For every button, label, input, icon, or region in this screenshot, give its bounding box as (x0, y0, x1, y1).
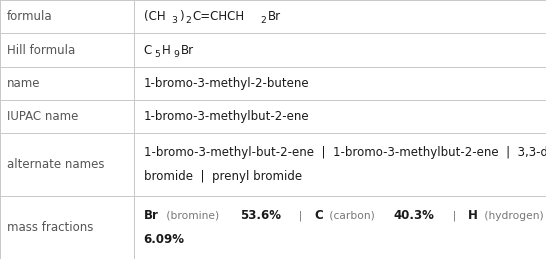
Text: mass fractions: mass fractions (7, 221, 93, 234)
Text: (carbon): (carbon) (326, 211, 378, 221)
Text: 1-bromo-3-methylbut-2-ene: 1-bromo-3-methylbut-2-ene (144, 110, 309, 123)
Text: 2: 2 (185, 16, 191, 25)
Text: Br: Br (181, 44, 194, 56)
Text: (hydrogen): (hydrogen) (480, 211, 543, 221)
Text: C: C (144, 44, 152, 56)
Text: name: name (7, 77, 40, 90)
Text: ): ) (179, 10, 183, 23)
Text: H: H (468, 209, 478, 222)
Text: 1-bromo-3-methyl-2-butene: 1-bromo-3-methyl-2-butene (144, 77, 309, 90)
Text: C=CHCH: C=CHCH (193, 10, 245, 23)
Text: 6.09%: 6.09% (144, 233, 185, 246)
Text: (bromine): (bromine) (163, 211, 222, 221)
Text: (CH: (CH (144, 10, 165, 23)
Text: |: | (446, 210, 463, 221)
Text: bromide  |  prenyl bromide: bromide | prenyl bromide (144, 170, 302, 183)
Text: |: | (293, 210, 310, 221)
Text: Br: Br (144, 209, 158, 222)
Text: 9: 9 (173, 50, 179, 59)
Text: C: C (314, 209, 323, 222)
Text: 3: 3 (171, 16, 177, 25)
Text: formula: formula (7, 10, 53, 23)
Text: 53.6%: 53.6% (240, 209, 281, 222)
Text: H: H (162, 44, 170, 56)
Text: 40.3%: 40.3% (393, 209, 434, 222)
Text: 1-bromo-3-methyl-but-2-ene  |  1-bromo-3-methylbut-2-ene  |  3,3-dimethylallyl: 1-bromo-3-methyl-but-2-ene | 1-bromo-3-m… (144, 146, 546, 159)
Text: Hill formula: Hill formula (7, 44, 75, 56)
Text: alternate names: alternate names (7, 158, 105, 171)
Text: Br: Br (268, 10, 281, 23)
Text: 2: 2 (260, 16, 266, 25)
Text: 5: 5 (154, 50, 160, 59)
Text: IUPAC name: IUPAC name (7, 110, 79, 123)
